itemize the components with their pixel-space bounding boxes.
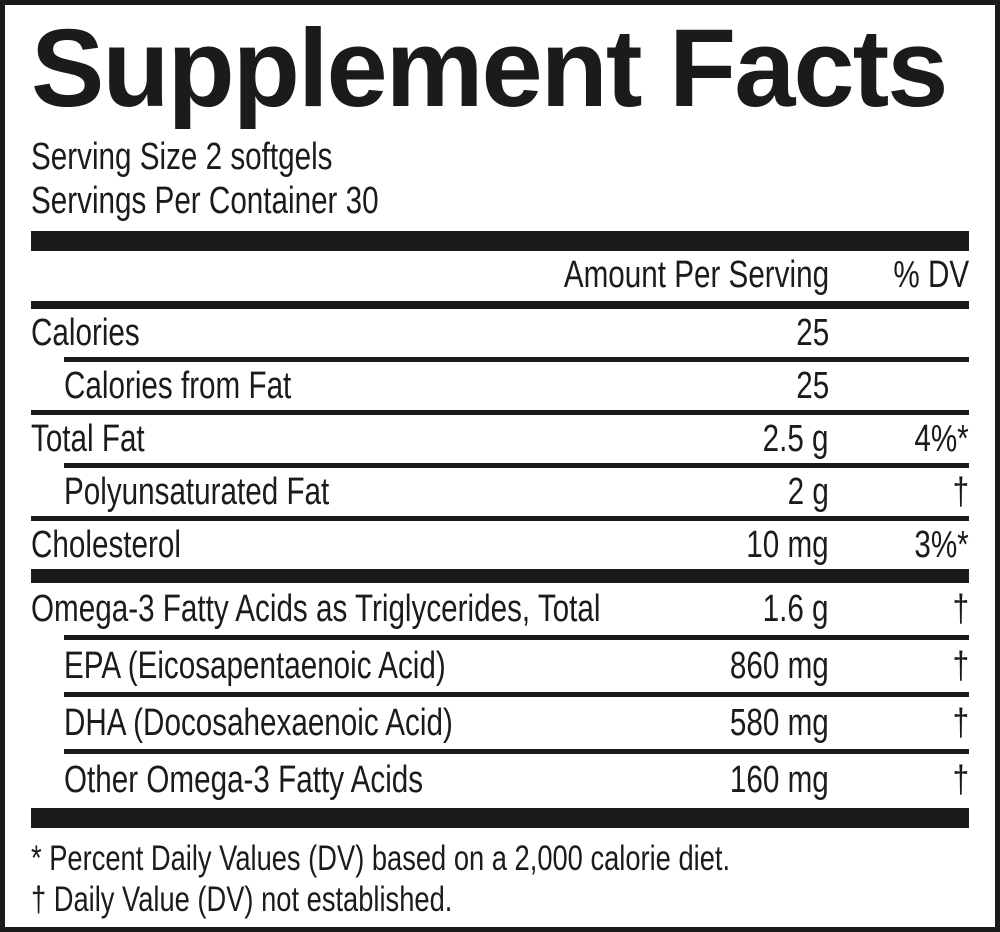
servings-per-container-line: Servings Per Container 30 xyxy=(31,179,969,223)
nutrient-name: Cholesterol xyxy=(31,523,181,566)
serving-info: Serving Size 2 softgels Servings Per Con… xyxy=(31,135,969,223)
row-divider xyxy=(64,749,969,755)
row-dha: DHA (Docosahexaenoic Acid) 580 mg † xyxy=(31,697,969,749)
daily-value: † xyxy=(952,470,969,513)
amount-value: 1.6 g xyxy=(763,587,829,630)
label-title: Supplement Facts xyxy=(31,7,948,130)
row-divider xyxy=(64,357,969,363)
row-divider xyxy=(64,635,969,641)
row-epa: EPA (Eicosapentaenoic Acid) 860 mg † xyxy=(31,640,969,692)
amount-value: 25 xyxy=(796,364,829,407)
amount-value: 25 xyxy=(796,311,829,354)
amount-value: 10 mg xyxy=(746,523,829,566)
amount-value: 2 g xyxy=(787,470,829,513)
row-other-omega-3: Other Omega-3 Fatty Acids 160 mg † xyxy=(31,754,969,806)
section-bar-top xyxy=(31,231,969,252)
nutrient-name: Omega-3 Fatty Acids as Triglycerides, To… xyxy=(31,587,601,630)
nutrient-name: Calories from Fat xyxy=(64,364,292,407)
dv-header-cell: % DV xyxy=(829,254,969,297)
serving-size: Serving Size 2 softgels xyxy=(31,136,333,179)
daily-value: † xyxy=(952,644,969,687)
row-divider xyxy=(31,516,969,522)
section-bar-middle xyxy=(31,569,969,584)
row-calories-from-fat: Calories from Fat 25 xyxy=(31,362,969,410)
nutrient-name: Calories xyxy=(31,311,140,354)
daily-value: † xyxy=(952,701,969,744)
footnote-percent-dv-line: * Percent Daily Values (DV) based on a 2… xyxy=(31,838,969,879)
daily-value: † xyxy=(952,587,969,630)
footnotes: * Percent Daily Values (DV) based on a 2… xyxy=(31,838,969,920)
label-content: Supplement Facts Serving Size 2 softgels… xyxy=(5,7,995,920)
row-divider xyxy=(31,410,969,416)
row-cholesterol: Cholesterol 10 mg 3%* xyxy=(31,521,969,569)
amount-column-header: Amount Per Serving xyxy=(563,254,829,297)
row-calories: Calories 25 xyxy=(31,309,969,357)
amount-value: 160 mg xyxy=(730,758,829,801)
row-polyunsaturated-fat: Polyunsaturated Fat 2 g † xyxy=(31,468,969,516)
column-header-row: Amount Per Serving % DV xyxy=(31,251,969,301)
nutrient-name: Total Fat xyxy=(31,417,145,460)
servings-per-container: Servings Per Container 30 xyxy=(31,180,379,223)
nutrient-name: Other Omega-3 Fatty Acids xyxy=(64,758,424,801)
row-divider xyxy=(64,692,969,698)
amount-value: 580 mg xyxy=(730,701,829,744)
footnote-dagger-line: † Daily Value (DV) not established. xyxy=(31,879,969,920)
nutrient-name: Polyunsaturated Fat xyxy=(64,470,330,513)
dv-column-header: % DV xyxy=(893,254,969,297)
daily-value: 4%* xyxy=(914,417,969,460)
footnote-dagger: † Daily Value (DV) not established. xyxy=(31,880,453,920)
row-total-fat: Total Fat 2.5 g 4%* xyxy=(31,415,969,463)
header-divider xyxy=(31,301,969,310)
row-divider xyxy=(64,463,969,469)
row-omega-3-total: Omega-3 Fatty Acids as Triglycerides, To… xyxy=(31,583,969,635)
amount-header-cell: Amount Per Serving xyxy=(489,254,829,297)
serving-size-line: Serving Size 2 softgels xyxy=(31,135,969,179)
amount-value: 860 mg xyxy=(730,644,829,687)
daily-value: 3%* xyxy=(914,523,969,566)
daily-value: † xyxy=(952,758,969,801)
section-bar-bottom xyxy=(31,808,969,829)
nutrient-name: EPA (Eicosapentaenoic Acid) xyxy=(64,644,446,687)
footnote-percent-dv: * Percent Daily Values (DV) based on a 2… xyxy=(31,839,731,879)
nutrient-name: DHA (Docosahexaenoic Acid) xyxy=(64,701,453,744)
amount-value: 2.5 g xyxy=(763,417,829,460)
